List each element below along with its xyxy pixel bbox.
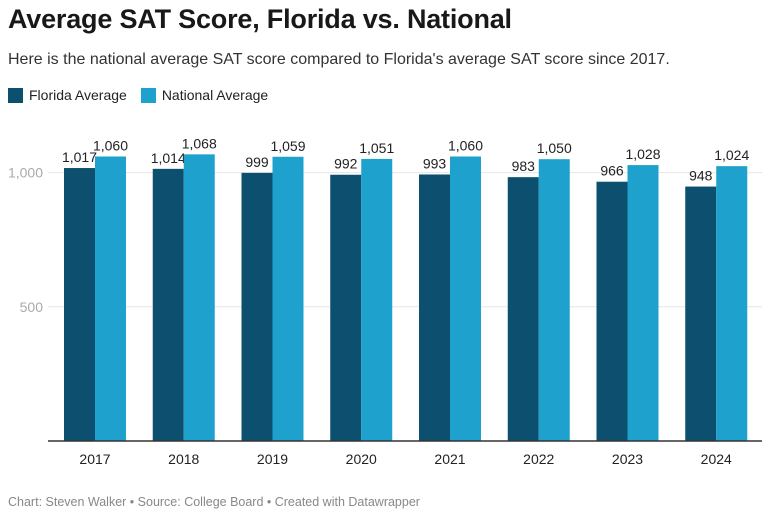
- footer-credit: Chart: Steven Walker • Source: College B…: [8, 495, 420, 509]
- x-tick-label: 2018: [168, 451, 199, 467]
- bar-national: [627, 165, 659, 442]
- data-label: 1,059: [270, 138, 305, 154]
- data-label: 999: [245, 154, 269, 170]
- bar-national: [716, 166, 748, 442]
- bar-chart: 5001,0001,0171,06020171,0141,06820189991…: [8, 135, 762, 467]
- data-label: 966: [600, 163, 624, 179]
- bar-national: [538, 159, 570, 441]
- bar-florida: [152, 168, 184, 441]
- bar-florida: [685, 186, 717, 441]
- data-label: 1,060: [93, 137, 128, 153]
- bar-national: [272, 156, 304, 441]
- x-tick-label: 2019: [257, 451, 288, 467]
- bar-national: [183, 154, 215, 441]
- data-label: 1,028: [625, 146, 660, 162]
- data-label: 1,017: [62, 149, 97, 165]
- legend-item-national: National Average: [140, 87, 269, 103]
- bar-national: [361, 158, 393, 441]
- x-tick-label: 2017: [79, 451, 110, 467]
- bar-florida: [64, 168, 95, 441]
- chart-subtitle: Here is the national average SAT score c…: [8, 51, 670, 68]
- data-label: 1,050: [537, 140, 572, 156]
- bar-florida: [419, 174, 450, 441]
- bar-florida: [507, 177, 539, 442]
- x-tick-label: 2024: [701, 451, 732, 467]
- y-tick-label: 500: [20, 299, 44, 315]
- data-label: 1,051: [359, 140, 394, 156]
- x-tick-label: 2023: [612, 451, 643, 467]
- data-label: 948: [689, 168, 713, 184]
- legend-swatch-national: [140, 87, 156, 103]
- y-tick-label: 1,000: [8, 165, 43, 181]
- data-label: 993: [423, 155, 447, 171]
- x-tick-label: 2020: [346, 451, 377, 467]
- bar-national: [95, 156, 126, 441]
- legend: Florida Average National Average: [8, 86, 282, 104]
- legend-swatch-florida: [8, 87, 23, 103]
- data-label: 1,014: [151, 150, 186, 166]
- x-tick-label: 2021: [434, 451, 465, 467]
- x-tick-label: 2022: [523, 451, 554, 467]
- legend-label-national: National Average: [161, 87, 269, 103]
- legend-label-florida: Florida Average: [29, 87, 127, 103]
- bar-national: [450, 156, 481, 441]
- legend-item-florida: Florida Average: [8, 87, 127, 103]
- chart-title: Average SAT Score, Florida vs. National: [8, 4, 512, 34]
- bar-florida: [330, 174, 362, 441]
- data-label: 1,024: [714, 147, 749, 163]
- data-label: 983: [512, 158, 536, 174]
- data-label: 992: [334, 156, 358, 172]
- bar-florida: [596, 181, 628, 442]
- bar-florida: [241, 172, 273, 441]
- data-label: 1,068: [182, 135, 217, 151]
- data-label: 1,060: [448, 137, 483, 153]
